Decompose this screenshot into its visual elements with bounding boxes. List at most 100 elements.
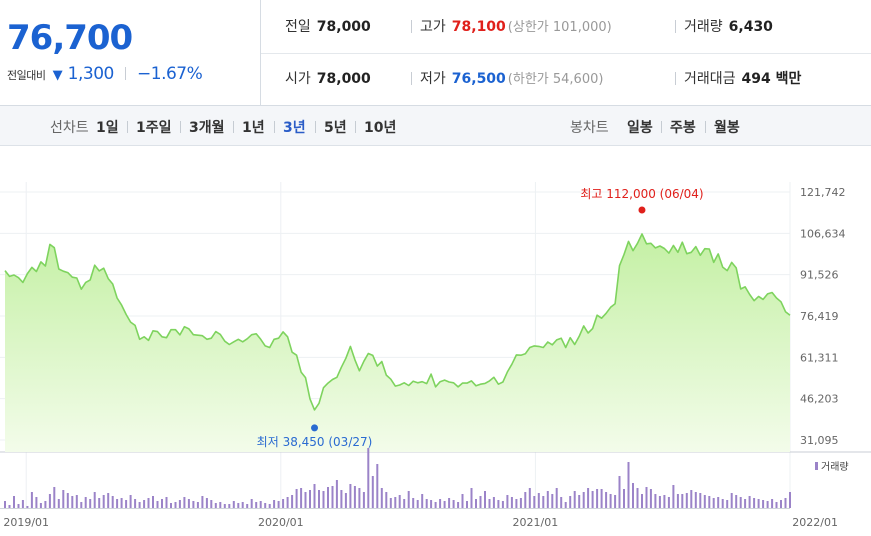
price-change-row: 전일대비 ▼ 1,300 −1.67% [7, 64, 203, 84]
volume-bar [192, 501, 195, 508]
volume-bar [457, 502, 460, 508]
volume-bar [309, 490, 311, 508]
volume-bar [219, 502, 222, 508]
volume-bar [605, 492, 608, 508]
trade-value-label: 거래대금 [684, 71, 736, 87]
max-point-marker [638, 206, 646, 214]
change-value: 1,300 [67, 64, 115, 84]
volume-bar [537, 493, 540, 508]
volume-bar [703, 495, 706, 508]
price-area [5, 234, 790, 452]
volume-bar [560, 497, 563, 508]
min-annotation: 최저 38,450 (03/27) [257, 435, 373, 449]
volume-bar [170, 503, 172, 508]
volume-bar [627, 462, 630, 508]
volume-bar [434, 502, 437, 508]
volume-bar [690, 490, 693, 508]
period-3m[interactable]: 3개월 [189, 120, 225, 136]
candle-monthly[interactable]: 월봉 [714, 120, 740, 136]
volume-bar [380, 488, 383, 508]
volume-bar [147, 498, 150, 508]
price-summary: 76,700 전일대비 ▼ 1,300 −1.67% [0, 0, 261, 106]
volume-bar [353, 486, 356, 508]
volume-bar [681, 494, 684, 508]
volume-bar [403, 499, 406, 508]
volume-bar [546, 491, 549, 508]
y-tick-label: 106,634 [800, 227, 846, 240]
volume-bar [273, 500, 276, 508]
volume-bars [4, 448, 791, 508]
volume-bar [528, 488, 531, 508]
high-label: 고가 [420, 19, 446, 35]
volume-bar [591, 491, 594, 508]
x-tick-label: 2022/01 [792, 516, 838, 529]
volume-bar [421, 494, 424, 508]
volume-bar [389, 498, 392, 508]
candle-chart-label: 봉차트 [570, 120, 609, 136]
volume-bar [322, 491, 325, 508]
volume-bar [174, 502, 177, 508]
volume-bar [107, 493, 110, 508]
period-5y[interactable]: 5년 [324, 120, 347, 136]
volume-bar [75, 495, 78, 508]
volume-bar [663, 495, 666, 508]
trade-value: 494 백만 [741, 71, 802, 87]
volume-bar [582, 492, 585, 508]
period-10y[interactable]: 10년 [364, 120, 397, 136]
volume-bar [385, 492, 388, 508]
period-1y[interactable]: 1년 [242, 120, 265, 136]
volume-bar [398, 495, 401, 508]
divider [274, 121, 275, 133]
volume-bar [268, 504, 271, 508]
volume-bar [407, 491, 410, 508]
volume-bar [609, 494, 612, 508]
volume-bar [623, 489, 625, 508]
volume-bar [71, 496, 74, 508]
volume-bar [739, 497, 742, 508]
volume-bar [152, 496, 154, 508]
open-cell: 시가 78,000 [285, 68, 371, 88]
volume-bar [753, 498, 756, 508]
trade-value-cell: 거래대금 494 백만 [675, 68, 801, 88]
volume-bar [277, 501, 280, 508]
volume-bar [439, 499, 442, 508]
period-1w[interactable]: 1주일 [136, 120, 172, 136]
line-chart-label: 선차트 [50, 120, 89, 136]
volume-bar [497, 500, 500, 508]
volume-bar [26, 506, 29, 508]
x-tick-label: 2020/01 [258, 516, 304, 529]
volume-bar [134, 499, 137, 508]
volume-bar [636, 488, 639, 508]
volume-bar [250, 499, 253, 508]
candle-daily[interactable]: 일봉 [627, 120, 653, 136]
volume-bar [618, 476, 621, 508]
volume-bar [214, 503, 217, 508]
volume-bar [501, 501, 504, 508]
volume-bar [430, 500, 433, 508]
volume-bar [340, 490, 343, 508]
volume-bar [120, 498, 123, 508]
volume-bar [694, 492, 697, 508]
down-arrow-icon: ▼ [52, 68, 63, 83]
volume-bar [744, 499, 747, 508]
volume-bar [780, 500, 782, 508]
open-value: 78,000 [316, 71, 371, 87]
volume-bar [551, 494, 554, 508]
volume-bar [394, 497, 397, 508]
volume-bar [30, 492, 33, 508]
volume-bar [614, 495, 617, 508]
current-price: 76,700 [7, 18, 133, 58]
volume-bar [721, 499, 724, 508]
volume-bar [57, 499, 60, 508]
period-1d[interactable]: 1일 [96, 120, 119, 136]
divider [180, 121, 181, 133]
volume-bar [573, 491, 576, 508]
volume-bar [313, 484, 316, 508]
volume-bar [335, 480, 338, 508]
volume-bar [748, 496, 751, 508]
volume-bar [587, 488, 590, 508]
volume-bar [98, 498, 101, 508]
candle-weekly[interactable]: 주봉 [670, 120, 696, 136]
y-tick-label: 46,203 [800, 393, 839, 406]
period-3y[interactable]: 3년 [283, 120, 306, 136]
